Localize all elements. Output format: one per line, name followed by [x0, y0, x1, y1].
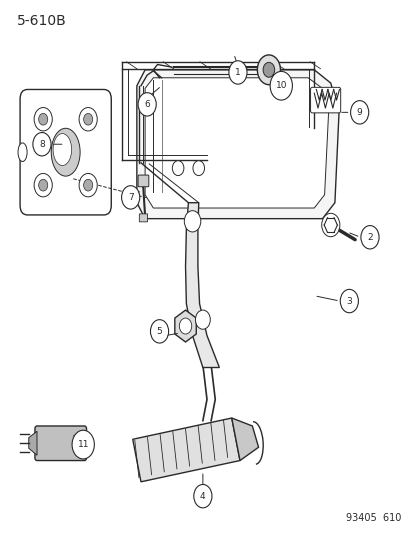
Ellipse shape [53, 134, 71, 165]
Circle shape [339, 289, 358, 313]
Circle shape [34, 108, 52, 131]
Circle shape [80, 440, 85, 446]
Text: 3: 3 [346, 296, 351, 305]
Circle shape [192, 161, 204, 175]
Polygon shape [28, 431, 37, 455]
Circle shape [38, 179, 47, 191]
Text: 7: 7 [128, 193, 133, 202]
Text: 5: 5 [156, 327, 162, 336]
FancyBboxPatch shape [20, 90, 111, 215]
FancyBboxPatch shape [35, 426, 86, 461]
Text: 8: 8 [39, 140, 45, 149]
FancyBboxPatch shape [139, 214, 147, 222]
Text: 5-610B: 5-610B [17, 14, 67, 28]
Circle shape [83, 114, 93, 125]
Circle shape [172, 161, 183, 175]
Circle shape [150, 320, 168, 343]
Text: 93405  610: 93405 610 [345, 513, 400, 523]
Ellipse shape [18, 143, 27, 161]
Circle shape [138, 93, 156, 116]
Circle shape [350, 101, 368, 124]
Circle shape [257, 55, 280, 85]
Text: 4: 4 [199, 491, 205, 500]
Text: 10: 10 [275, 81, 286, 90]
Polygon shape [185, 203, 219, 368]
Text: 6: 6 [144, 100, 150, 109]
Text: 2: 2 [366, 233, 372, 242]
Polygon shape [174, 310, 196, 342]
Circle shape [360, 225, 378, 249]
Polygon shape [137, 70, 338, 219]
Circle shape [79, 108, 97, 131]
Circle shape [33, 133, 51, 156]
Text: 9: 9 [356, 108, 362, 117]
Circle shape [321, 213, 339, 237]
Circle shape [38, 114, 47, 125]
Text: 11: 11 [77, 440, 89, 449]
Circle shape [269, 71, 292, 100]
Circle shape [228, 61, 247, 84]
Circle shape [193, 484, 211, 508]
Circle shape [79, 173, 97, 197]
Circle shape [195, 310, 210, 329]
Circle shape [179, 318, 191, 334]
Circle shape [34, 173, 52, 197]
Circle shape [184, 211, 200, 232]
Text: 1: 1 [235, 68, 240, 77]
FancyBboxPatch shape [310, 87, 340, 113]
Circle shape [83, 179, 93, 191]
FancyBboxPatch shape [138, 175, 148, 187]
Polygon shape [145, 78, 328, 208]
Ellipse shape [51, 128, 80, 176]
Polygon shape [231, 418, 258, 461]
Circle shape [263, 62, 274, 77]
Circle shape [72, 430, 94, 459]
Polygon shape [133, 418, 240, 482]
Circle shape [76, 435, 88, 450]
Circle shape [121, 185, 140, 209]
